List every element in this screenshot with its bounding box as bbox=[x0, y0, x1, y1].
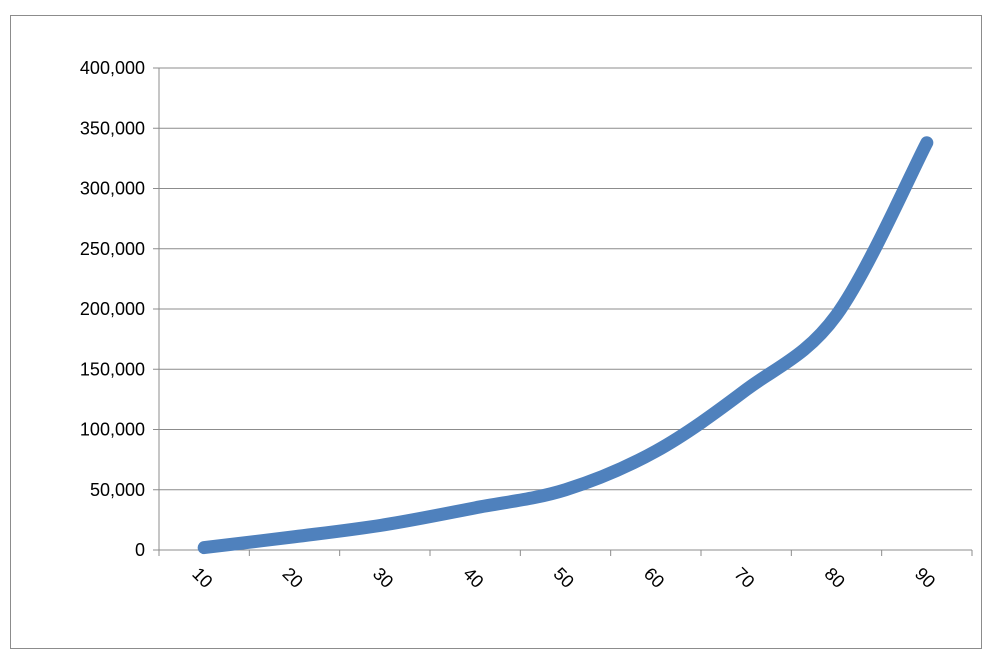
x-tick-label: 30 bbox=[369, 564, 397, 592]
x-tick-label: 80 bbox=[821, 564, 849, 592]
x-tick-label: 60 bbox=[640, 564, 668, 592]
x-tick-label: 90 bbox=[911, 564, 939, 592]
x-axis-tick-labels: 10 20 30 40 50 60 70 80 90 bbox=[188, 564, 939, 592]
y-tick-label: 50,000 bbox=[90, 480, 145, 500]
y-tick-label: 300,000 bbox=[80, 179, 145, 199]
chart-area: 0 50,000 100,000 150,000 200,000 250,000 300,0… bbox=[10, 15, 982, 649]
line-chart: 0 50,000 100,000 150,000 200,000 250,000 300,0… bbox=[11, 16, 983, 650]
y-tick-label: 0 bbox=[135, 540, 145, 560]
y-tick-label: 350,000 bbox=[80, 118, 145, 138]
x-tick-label: 10 bbox=[188, 564, 216, 592]
series-layer bbox=[204, 143, 927, 548]
y-tick-label: 100,000 bbox=[80, 420, 145, 440]
x-tick-label: 20 bbox=[279, 564, 307, 592]
y-axis-tick-labels: 0 50,000 100,000 150,000 200,000 250,000 300,0… bbox=[80, 58, 145, 560]
series-line bbox=[204, 143, 927, 548]
axes bbox=[153, 68, 972, 556]
y-tick-label: 150,000 bbox=[80, 359, 145, 379]
y-tick-label: 250,000 bbox=[80, 239, 145, 259]
x-tick-label: 70 bbox=[730, 564, 758, 592]
x-tick-label: 40 bbox=[459, 564, 487, 592]
gridlines bbox=[159, 68, 972, 490]
x-tick-label: 50 bbox=[550, 564, 578, 592]
y-tick-label: 200,000 bbox=[80, 299, 145, 319]
y-tick-label: 400,000 bbox=[80, 58, 145, 78]
